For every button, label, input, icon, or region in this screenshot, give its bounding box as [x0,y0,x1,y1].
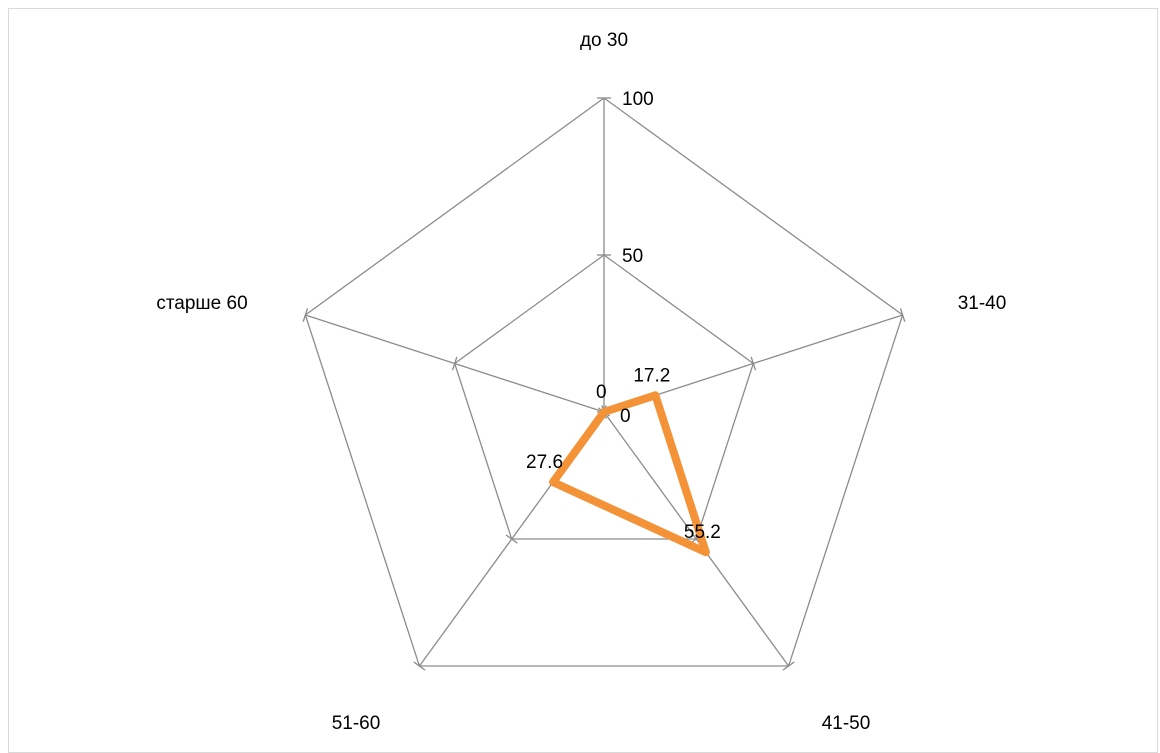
data-label: 0 [620,406,631,427]
tick-mark [413,661,426,671]
category-label: до 30 [580,30,628,51]
tick-mark [899,308,906,322]
tick-mark [505,534,518,544]
tick-mark [782,661,795,671]
series-line [549,391,710,557]
series-layer: 017.255.227.60 [526,365,721,557]
data-label: 27.6 [526,452,563,473]
data-label: 55.2 [684,522,721,543]
category-label: 31-40 [958,293,1007,314]
data-label: 17.2 [633,365,670,386]
radar-grid [302,97,906,671]
gridline-100 [304,97,904,667]
gridline-50 [453,254,755,540]
category-label: старше 60 [156,293,247,314]
chart-area [8,8,1158,753]
category-label: 51-60 [332,713,381,734]
tick-mark [451,356,458,371]
data-label: 0 [596,382,607,403]
tick-mark [302,308,309,322]
category-labels: до 30 31-40 41-50 51-60 старше 60 [156,30,1006,734]
tick-label-50: 50 [622,246,643,267]
category-label: 41-50 [822,713,871,734]
tick-label-100: 100 [622,89,654,110]
tick-mark [750,356,757,371]
radial-axis-ticks: 50 100 [622,89,654,267]
